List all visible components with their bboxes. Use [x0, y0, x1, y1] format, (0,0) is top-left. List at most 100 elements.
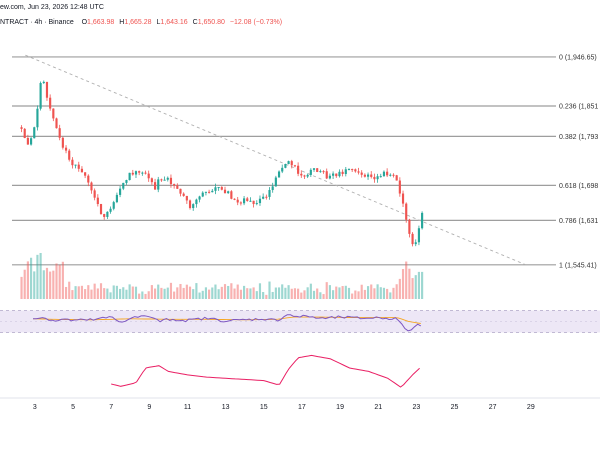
candle-body [268, 190, 271, 197]
volume-bar [144, 293, 147, 299]
candle-body [312, 168, 316, 170]
candle-body [188, 200, 192, 209]
candle-body [93, 190, 96, 198]
candle-body [39, 83, 42, 109]
volume-bar [45, 267, 49, 299]
candle-body [99, 204, 103, 215]
volume-bar [90, 289, 93, 299]
volume-bar [246, 288, 249, 299]
volume-bar [80, 285, 84, 299]
volume-bar [87, 285, 90, 299]
candle-body [64, 147, 68, 151]
candle-body [33, 127, 36, 139]
candle-body [176, 185, 179, 189]
candle-body [360, 172, 363, 175]
candle-body [392, 174, 395, 176]
volume-bar [173, 291, 176, 299]
volume-bar [230, 283, 233, 299]
candle-body [55, 118, 58, 129]
low-key: L [156, 19, 161, 26]
volume-bar [112, 285, 115, 299]
candle-body [325, 171, 328, 179]
volume-bar [401, 269, 405, 299]
close-key: C [192, 19, 198, 26]
x-tick-label: 7 [109, 404, 113, 411]
volume-bar [325, 282, 328, 299]
volume-bars [20, 253, 424, 299]
volume-bar [376, 284, 379, 299]
volume-bar [68, 281, 71, 299]
volume-bar [300, 292, 303, 299]
x-axis: 3 5 7 9 11 13 15 17 19 21 23 25 27 29 [0, 397, 600, 411]
candle-body [49, 97, 52, 109]
volume-bar [71, 290, 74, 299]
candle-body [338, 171, 341, 177]
trendline-layer [25, 54, 526, 265]
volume-bar [417, 271, 421, 299]
candle-body [401, 193, 405, 204]
volume-bar [370, 284, 373, 299]
candle-body [185, 195, 188, 201]
candle-body [379, 176, 382, 178]
candle-body [179, 188, 182, 194]
candle-body [328, 175, 331, 179]
volume-bar [49, 271, 52, 299]
volume-bar [379, 287, 382, 299]
candle-body [71, 159, 74, 166]
volume-bar [354, 290, 357, 299]
candle-body [20, 127, 23, 129]
volume-bar [99, 283, 103, 299]
volume-bar [405, 261, 408, 299]
candle-body [300, 173, 303, 176]
candle-body [274, 177, 277, 187]
volume-bar [55, 263, 58, 299]
candle-body [341, 171, 344, 174]
volume-bar [398, 278, 401, 299]
candle-body [109, 208, 112, 212]
volume-bar [233, 288, 236, 299]
candle-body [354, 169, 357, 172]
source-date: ew.com, Jun 23, 2026 12:48 UTC [0, 4, 104, 11]
volume-bar [332, 290, 335, 299]
candle-body [153, 182, 157, 190]
volume-bar [42, 270, 45, 299]
volume-bar [306, 287, 309, 299]
volume-bar [366, 286, 370, 299]
x-tick-label: 15 [260, 404, 268, 411]
candle-body [131, 172, 134, 175]
candle-body [287, 161, 290, 165]
volume-bar [220, 286, 223, 299]
volume-bar [115, 285, 118, 299]
volume-bar [103, 288, 106, 299]
volume-bar [297, 288, 300, 299]
volume-bar [195, 283, 198, 299]
candle-body [45, 81, 49, 98]
volume-bar [284, 287, 287, 299]
candle-body [52, 108, 55, 119]
volume-bar [252, 287, 255, 299]
adx-line [111, 354, 420, 388]
close-value: 1,650.80 [197, 19, 225, 26]
candle-body [208, 191, 211, 193]
volume-bar [138, 293, 141, 299]
candle-body [163, 179, 166, 181]
low-value: 1,643.16 [160, 19, 188, 26]
volume-bar [131, 286, 134, 299]
candle-body [332, 173, 335, 176]
volume-bar [239, 289, 242, 299]
volume-bar [274, 287, 277, 299]
volume-bar [265, 294, 268, 299]
candle-body [195, 199, 198, 205]
candle-body [160, 179, 163, 181]
candle-body [198, 196, 201, 200]
candle-body [284, 164, 287, 168]
candle-body [36, 108, 39, 128]
volume-bar [188, 286, 192, 299]
volume-bar [347, 287, 351, 299]
symbol-label: NTRACT · 4h · Binance [0, 19, 74, 26]
x-tick-label: 11 [184, 404, 191, 411]
volume-bar [166, 287, 169, 299]
x-tick-label: 13 [222, 404, 230, 411]
volume-bar [153, 288, 157, 299]
